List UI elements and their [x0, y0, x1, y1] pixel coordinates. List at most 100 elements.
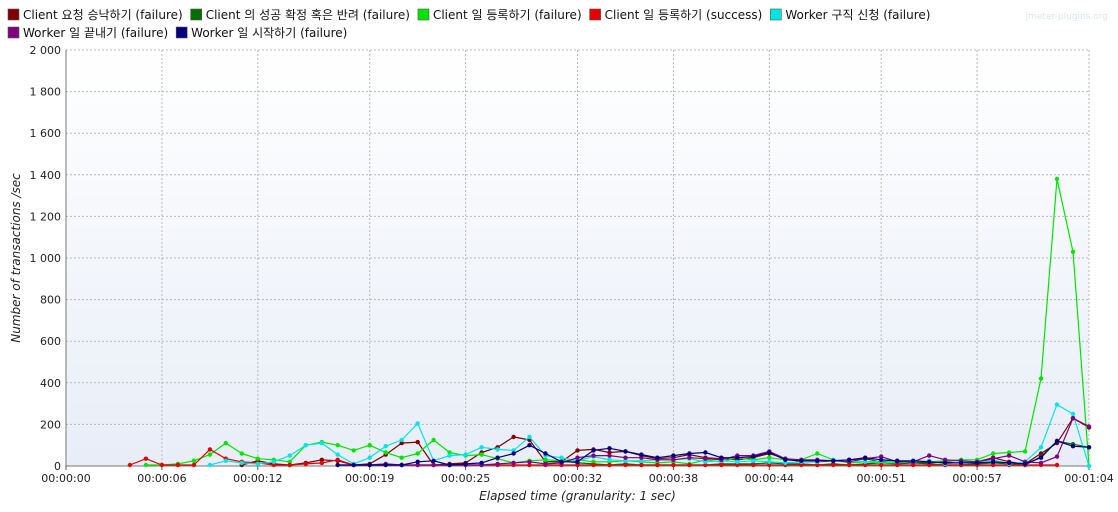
- data-point: [1054, 462, 1060, 468]
- series: [127, 176, 1092, 469]
- data-point: [511, 460, 516, 466]
- data-point: [367, 455, 372, 460]
- data-point: [1038, 451, 1044, 456]
- data-point: [223, 440, 228, 446]
- data-point: [863, 462, 868, 468]
- data-point: [303, 443, 308, 448]
- data-point: [479, 460, 484, 466]
- data-point: [415, 459, 420, 464]
- series-line: [337, 440, 1090, 466]
- data-point: [911, 462, 916, 468]
- data-point: [575, 462, 580, 468]
- data-point: [735, 455, 740, 460]
- data-point: [831, 462, 836, 468]
- data-point: [719, 462, 724, 468]
- y-tick-label: 1 600: [30, 127, 62, 140]
- data-point: [1070, 411, 1076, 417]
- data-point: [990, 462, 996, 468]
- legend-item: Worker 일 끝내기 (failure): [7, 26, 168, 40]
- data-point: [815, 462, 820, 468]
- data-point: [735, 459, 740, 464]
- legend-item: Worker 일 시작하기 (failure): [175, 26, 347, 40]
- x-tick-label: 00:00:51: [857, 472, 906, 485]
- series-line: [241, 417, 1090, 466]
- data-point: [655, 455, 660, 460]
- data-point: [751, 458, 756, 463]
- data-point: [623, 449, 628, 454]
- x-tick-label: 00:00:12: [233, 472, 282, 485]
- data-point: [655, 462, 660, 468]
- data-point: [671, 462, 676, 468]
- x-tick-label: 00:00:25: [441, 472, 490, 485]
- data-point: [191, 462, 197, 468]
- data-point: [239, 451, 244, 456]
- data-point: [559, 459, 564, 464]
- data-point: [511, 448, 516, 453]
- data-point: [527, 462, 532, 468]
- data-point: [767, 450, 772, 455]
- data-point: [431, 458, 436, 463]
- data-point: [607, 462, 612, 468]
- legend-label: Worker 일 끝내기 (failure): [23, 26, 168, 40]
- data-point: [543, 457, 548, 462]
- legend-label: Client 일 등록하기 (success): [605, 8, 763, 22]
- data-point: [879, 457, 884, 462]
- x-tick-label: 00:00:06: [137, 472, 186, 485]
- data-point: [895, 462, 900, 468]
- data-point: [990, 456, 996, 461]
- data-point: [815, 451, 820, 456]
- data-point: [447, 453, 452, 458]
- data-point: [335, 443, 340, 448]
- data-point: [335, 452, 340, 457]
- data-point: [623, 458, 628, 463]
- data-point: [255, 461, 260, 467]
- y-tick-label: 1 800: [30, 86, 62, 99]
- y-axis-title: Number of transactions /sec: [9, 173, 23, 343]
- data-point: [639, 455, 644, 460]
- data-point: [591, 448, 596, 453]
- legend-swatch: [190, 8, 203, 21]
- data-point: [703, 462, 708, 468]
- data-point: [495, 461, 500, 467]
- data-point: [367, 462, 372, 468]
- legend-swatch: [417, 8, 430, 21]
- y-tick-label: 200: [40, 418, 61, 431]
- legend-label: Client 요청 승낙하기 (failure): [23, 8, 183, 22]
- data-point: [990, 451, 996, 456]
- grid: [65, 49, 1090, 467]
- data-point: [927, 453, 932, 458]
- data-point: [399, 462, 404, 468]
- x-tick-label: 00:00:44: [745, 472, 794, 485]
- x-tick-label: 00:00:19: [345, 472, 394, 485]
- data-point: [415, 439, 420, 445]
- x-tick-label: 00:00:38: [649, 472, 698, 485]
- data-point: [367, 443, 372, 448]
- data-point: [783, 457, 788, 462]
- data-point: [767, 455, 772, 460]
- data-point: [383, 450, 388, 455]
- data-point: [703, 459, 708, 464]
- y-tick-label: 1 200: [30, 210, 62, 223]
- data-point: [191, 458, 197, 463]
- data-point: [143, 462, 149, 468]
- legend-label: Client 의 성공 확정 혹은 반려 (failure): [206, 8, 410, 22]
- data-point: [1054, 176, 1060, 182]
- data-point: [639, 462, 644, 468]
- data-point: [703, 456, 708, 461]
- data-point: [383, 462, 388, 468]
- data-point: [1038, 460, 1044, 466]
- legend-swatch: [7, 8, 20, 21]
- data-point: [607, 446, 612, 451]
- data-point: [207, 452, 213, 457]
- data-point: [607, 450, 612, 455]
- data-point: [1038, 445, 1044, 450]
- data-point: [207, 447, 213, 452]
- data-point: [415, 462, 420, 468]
- watermark: jmeter-plugins.org: [1025, 12, 1108, 22]
- y-tick-label: 800: [40, 294, 61, 307]
- data-point: [351, 448, 356, 453]
- data-point: [335, 457, 340, 462]
- data-point: [1022, 449, 1028, 454]
- data-point: [942, 457, 948, 462]
- data-point: [1038, 455, 1044, 460]
